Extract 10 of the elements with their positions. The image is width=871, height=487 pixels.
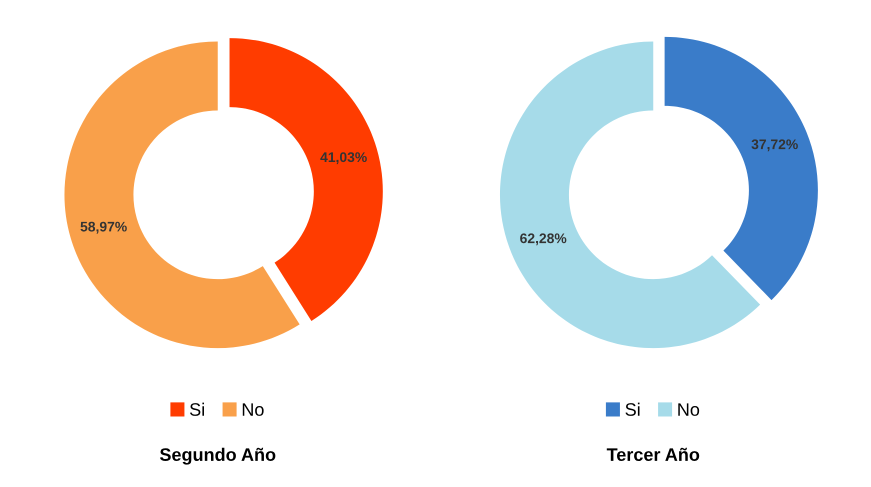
legend-label: Si	[625, 402, 640, 416]
data-label: 37,72%	[751, 139, 798, 152]
legend-label: No	[678, 403, 700, 416]
text: Tercer Año	[606, 448, 700, 461]
legend-label: No	[242, 403, 264, 416]
text: Segundo Año	[160, 448, 276, 465]
data-label: 62,28%	[520, 233, 566, 246]
data-label: 41,03%	[320, 152, 367, 164]
legend-label: Si	[190, 402, 204, 416]
data-label: 58,97%	[80, 222, 127, 234]
